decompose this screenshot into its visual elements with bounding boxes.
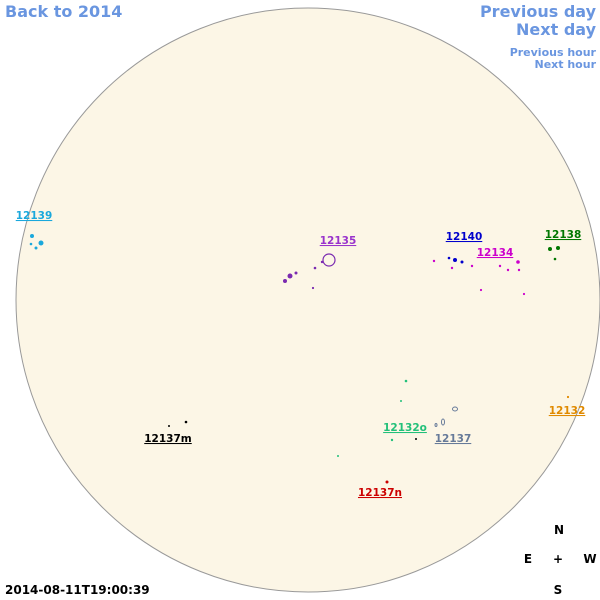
solar-disk bbox=[15, 7, 600, 593]
sunspots bbox=[29, 234, 570, 484]
region-label[interactable]: 12139 bbox=[16, 210, 53, 222]
region-label[interactable]: 12140 bbox=[446, 231, 483, 243]
previous-hour-link[interactable]: Previous hour bbox=[510, 46, 597, 59]
compass-east: E bbox=[524, 552, 532, 566]
region-label[interactable]: 12132o bbox=[383, 422, 427, 434]
back-link[interactable]: Back to 2014 bbox=[5, 2, 122, 21]
region-label[interactable]: 12134 bbox=[477, 247, 514, 259]
region-label[interactable]: 12132 bbox=[549, 405, 586, 417]
next-day-link[interactable]: Next day bbox=[516, 20, 597, 39]
compass-center: + bbox=[553, 552, 563, 566]
timestamp: 2014-08-11T19:00:39 bbox=[5, 583, 150, 597]
region-label[interactable]: 12137m bbox=[144, 433, 192, 445]
region-label[interactable]: 12135 bbox=[320, 235, 357, 247]
next-hour-link[interactable]: Next hour bbox=[535, 58, 597, 71]
previous-day-link[interactable]: Previous day bbox=[480, 2, 597, 21]
compass-north: N bbox=[554, 523, 564, 537]
compass-south: S bbox=[554, 583, 563, 597]
region-label[interactable]: 12138 bbox=[545, 229, 582, 241]
compass-west: W bbox=[583, 552, 596, 566]
region-label[interactable]: 12137 bbox=[435, 433, 472, 445]
region-label[interactable]: 12137n bbox=[358, 487, 402, 499]
